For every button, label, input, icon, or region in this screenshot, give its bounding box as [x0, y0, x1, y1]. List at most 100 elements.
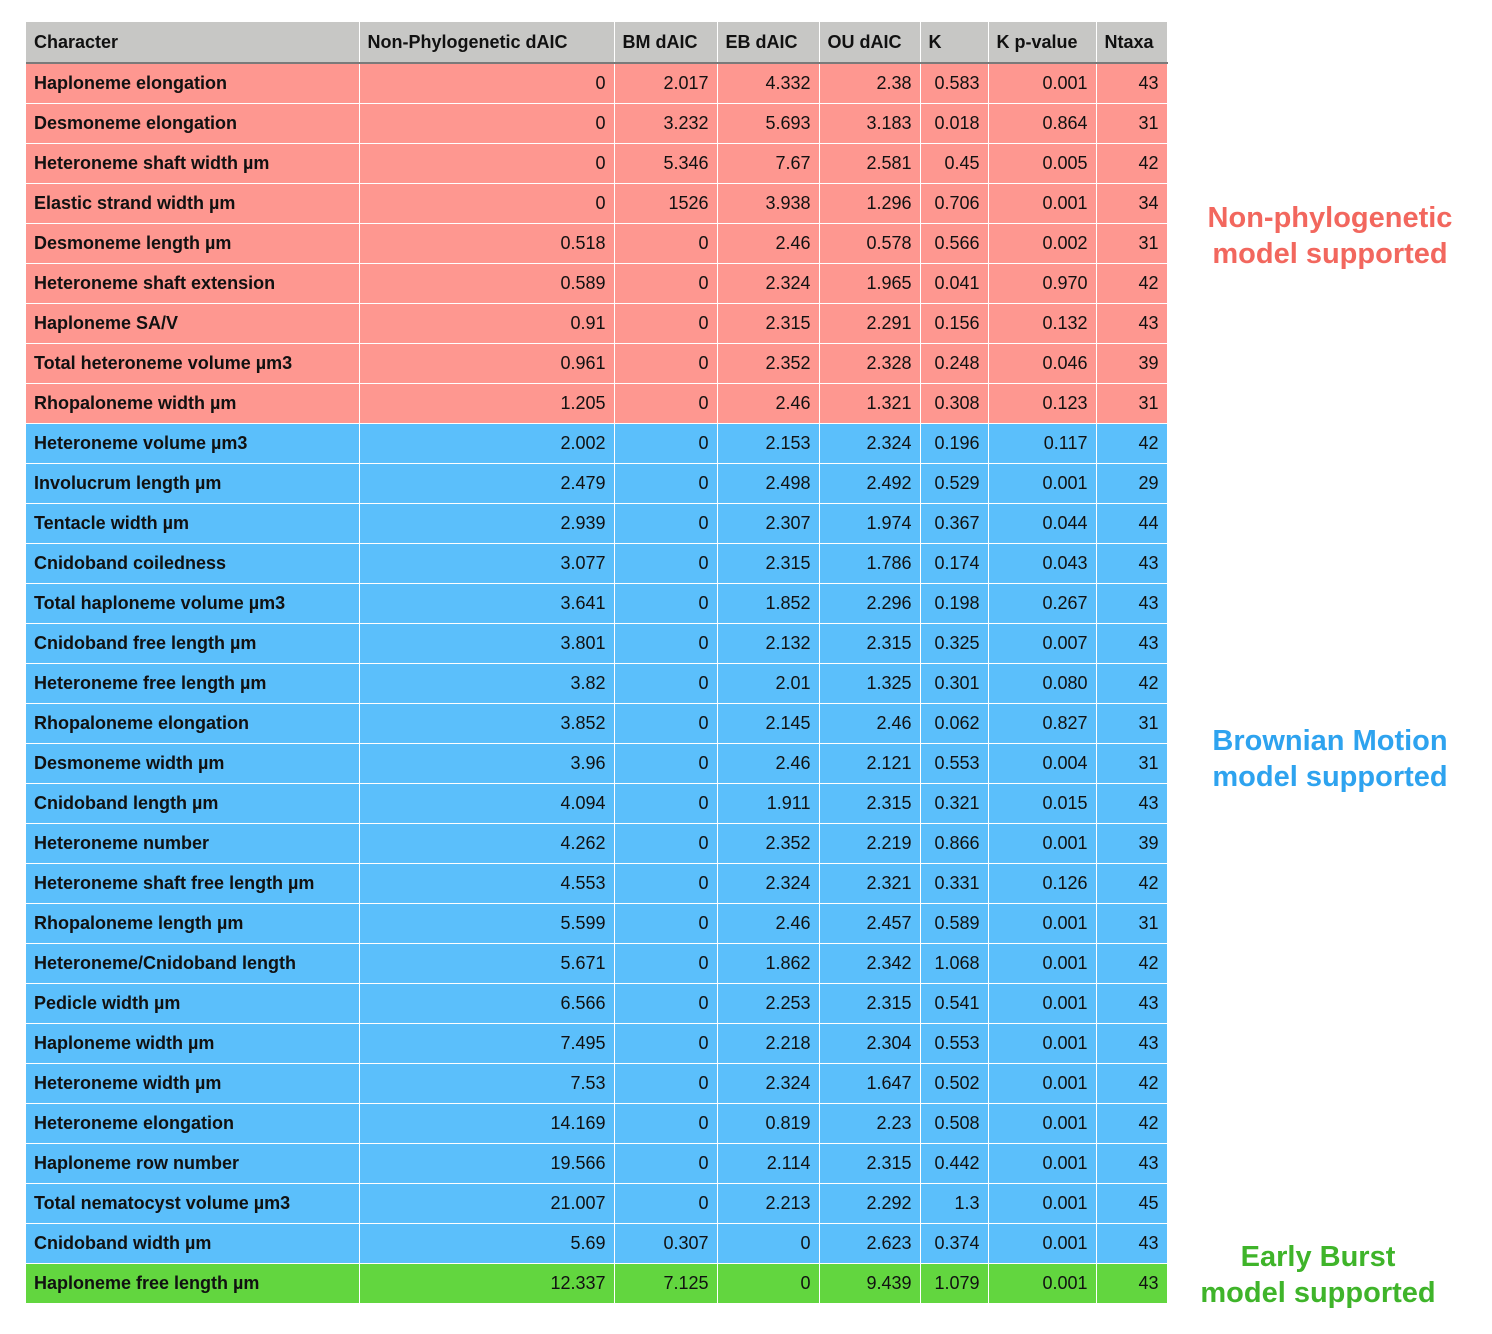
cell-k-p-value: 0.001: [988, 903, 1097, 944]
cell-k: 0.041: [920, 263, 989, 304]
cell-k-p-value: 0.001: [988, 1183, 1097, 1224]
cell-eb-daic: 2.315: [717, 303, 820, 344]
cell-eb-daic: 4.332: [717, 63, 820, 104]
cell-ou-daic: 2.46: [819, 703, 921, 744]
cell-ou-daic: 2.315: [819, 983, 921, 1024]
cell-k-p-value: 0.046: [988, 343, 1097, 384]
cell-eb-daic: 2.01: [717, 663, 820, 704]
cell-eb-daic: 0: [717, 1223, 820, 1264]
cell-ntaxa: 45: [1096, 1183, 1168, 1224]
cell-character: Tentacle width µm: [26, 503, 360, 544]
table-row: Tentacle width µm 2.939 0 2.307 1.974 0.367 0.…: [26, 503, 1168, 544]
cell-ntaxa: 42: [1096, 663, 1168, 704]
cell-k-p-value: 0.001: [988, 1143, 1097, 1184]
cell-k: 0.198: [920, 583, 989, 624]
cell-ntaxa: 31: [1096, 703, 1168, 744]
cell-eb-daic: 2.324: [717, 263, 820, 304]
cell-non-phylogenetic-daic: 4.553: [359, 863, 615, 904]
cell-ntaxa: 43: [1096, 783, 1168, 824]
cell-character: Cnidoband coiledness: [26, 543, 360, 584]
cell-bm-daic: 0: [614, 1023, 718, 1064]
cell-non-phylogenetic-daic: 0: [359, 143, 615, 184]
cell-k: 0.45: [920, 143, 989, 184]
cell-bm-daic: 0: [614, 1183, 718, 1224]
cell-k-p-value: 0.004: [988, 743, 1097, 784]
cell-eb-daic: 1.852: [717, 583, 820, 624]
cell-ntaxa: 43: [1096, 1143, 1168, 1184]
cell-character: Rhopaloneme elongation: [26, 703, 360, 744]
cell-k-p-value: 0.001: [988, 1023, 1097, 1064]
cell-k-p-value: 0.044: [988, 503, 1097, 544]
cell-ou-daic: 1.974: [819, 503, 921, 544]
cell-character: Heteroneme shaft extension: [26, 263, 360, 304]
cell-character: Heteroneme shaft width µm: [26, 143, 360, 184]
cell-k-p-value: 0.002: [988, 223, 1097, 264]
cell-k-p-value: 0.001: [988, 1223, 1097, 1264]
cell-ou-daic: 1.321: [819, 383, 921, 424]
cell-k: 0.062: [920, 703, 989, 744]
cell-eb-daic: 2.498: [717, 463, 820, 504]
cell-ou-daic: 1.965: [819, 263, 921, 304]
cell-ntaxa: 34: [1096, 183, 1168, 224]
header-bm-daic: BM dAIC: [614, 22, 718, 64]
cell-non-phylogenetic-daic: 3.96: [359, 743, 615, 784]
cell-ntaxa: 31: [1096, 743, 1168, 784]
cell-k-p-value: 0.001: [988, 983, 1097, 1024]
cell-k-p-value: 0.001: [988, 463, 1097, 504]
table-row: Heteroneme elongation 14.169 0 0.819 2.23 0.5…: [26, 1103, 1168, 1144]
cell-ntaxa: 42: [1096, 863, 1168, 904]
table-header-row: Character Non-Phylogenetic dAIC BM dAIC …: [26, 22, 1168, 64]
header-ntaxa: Ntaxa: [1096, 22, 1168, 64]
cell-non-phylogenetic-daic: 3.852: [359, 703, 615, 744]
cell-ntaxa: 31: [1096, 103, 1168, 144]
cell-k: 0.706: [920, 183, 989, 224]
cell-character: Total haploneme volume µm3: [26, 583, 360, 624]
cell-k-p-value: 0.005: [988, 143, 1097, 184]
cell-bm-daic: 1526: [614, 183, 718, 224]
cell-k: 0.566: [920, 223, 989, 264]
cell-ou-daic: 2.291: [819, 303, 921, 344]
cell-ntaxa: 44: [1096, 503, 1168, 544]
table-row: Total haploneme volume µm3 3.641 0 1.852 2.2…: [26, 583, 1168, 624]
cell-character: Heteroneme volume µm3: [26, 423, 360, 464]
cell-character: Heteroneme free length µm: [26, 663, 360, 704]
table-row: Haploneme elongation 0 2.017 4.332 2.38 0.583…: [26, 63, 1168, 104]
cell-character: Heteroneme number: [26, 823, 360, 864]
header-k-p-value: K p-value: [988, 22, 1097, 64]
table-row: Rhopaloneme width µm 1.205 0 2.46 1.321 0.308…: [26, 383, 1168, 424]
cell-ou-daic: 2.581: [819, 143, 921, 184]
cell-non-phylogenetic-daic: 7.495: [359, 1023, 615, 1064]
table-row: Haploneme free length µm 12.337 7.125 0 9.43…: [26, 1263, 1168, 1304]
cell-eb-daic: 7.67: [717, 143, 820, 184]
cell-k-p-value: 0.864: [988, 103, 1097, 144]
cell-non-phylogenetic-daic: 5.599: [359, 903, 615, 944]
cell-non-phylogenetic-daic: 0.961: [359, 343, 615, 384]
table-row: Elastic strand width µm 0 1526 3.938 1.296 0.…: [26, 183, 1168, 224]
cell-character: Cnidoband free length µm: [26, 623, 360, 664]
cell-non-phylogenetic-daic: 3.641: [359, 583, 615, 624]
cell-non-phylogenetic-daic: 5.69: [359, 1223, 615, 1264]
cell-eb-daic: 2.153: [717, 423, 820, 464]
cell-bm-daic: 0: [614, 863, 718, 904]
cell-ou-daic: 1.296: [819, 183, 921, 224]
label-line: Brownian Motion: [1212, 725, 1448, 757]
cell-k-p-value: 0.123: [988, 383, 1097, 424]
cell-bm-daic: 0: [614, 1143, 718, 1184]
cell-k: 0.018: [920, 103, 989, 144]
cell-character: Elastic strand width µm: [26, 183, 360, 224]
cell-non-phylogenetic-daic: 0: [359, 103, 615, 144]
cell-bm-daic: 0: [614, 623, 718, 664]
cell-bm-daic: 7.125: [614, 1263, 718, 1304]
cell-k-p-value: 0.001: [988, 1263, 1097, 1304]
cell-ou-daic: 1.325: [819, 663, 921, 704]
cell-ou-daic: 2.23: [819, 1103, 921, 1144]
cell-non-phylogenetic-daic: 0.589: [359, 263, 615, 304]
cell-k-p-value: 0.001: [988, 1103, 1097, 1144]
cell-character: Heteroneme width µm: [26, 1063, 360, 1104]
table-row: Heteroneme shaft free length µm 4.553 0 2.3…: [26, 863, 1168, 904]
cell-character: Haploneme width µm: [26, 1023, 360, 1064]
table-row: Heteroneme width µm 7.53 0 2.324 1.647 0.502 0…: [26, 1063, 1168, 1104]
cell-k: 0.583: [920, 63, 989, 104]
cell-ntaxa: 43: [1096, 1023, 1168, 1064]
cell-bm-daic: 0: [614, 663, 718, 704]
